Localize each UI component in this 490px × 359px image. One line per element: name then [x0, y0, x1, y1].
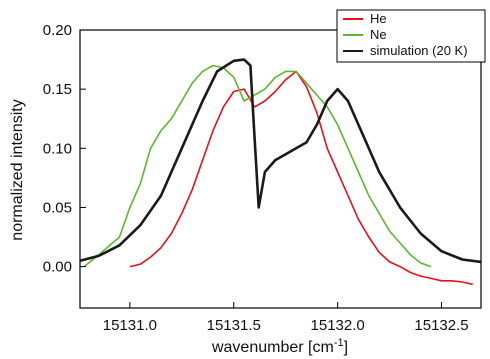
legend-label-ne: Ne — [370, 27, 387, 42]
y-axis: 0.00 0.05 0.10 0.15 0.20 — [43, 22, 86, 276]
y-axis-title: normalized intensity — [9, 99, 26, 240]
y-tick-label: 0.20 — [43, 22, 72, 39]
x-tick-label: 15131.0 — [103, 317, 157, 334]
x-axis-title-superscript: -1 — [334, 337, 344, 349]
series-line-simulation-20-k — [79, 58, 482, 264]
legend-label-he: He — [370, 11, 387, 26]
legend-label-simulation: simulation (20 K) — [370, 43, 468, 58]
series-layer — [79, 58, 482, 286]
x-axis-title-close: ] — [344, 339, 348, 356]
x-tick-label: 15132.0 — [311, 317, 365, 334]
y-tick-label: 0.00 — [43, 259, 72, 276]
y-tick-label: 0.15 — [43, 81, 72, 98]
x-axis-title: wavenumber [cm-1] — [211, 337, 348, 356]
x-axis-title-main: wavenumber [cm — [211, 339, 334, 356]
legend: He Ne simulation (20 K) — [336, 9, 486, 63]
series-line-ne — [83, 64, 432, 268]
x-axis: 15131.0 15131.5 15132.0 15132.5 — [103, 302, 469, 334]
y-tick-label: 0.05 — [43, 199, 72, 216]
x-tick-label: 15132.5 — [414, 317, 468, 334]
x-tick-label: 15131.5 — [207, 317, 261, 334]
y-tick-label: 0.10 — [43, 140, 72, 157]
series-line-he — [129, 70, 473, 286]
plot-frame — [79, 29, 482, 309]
